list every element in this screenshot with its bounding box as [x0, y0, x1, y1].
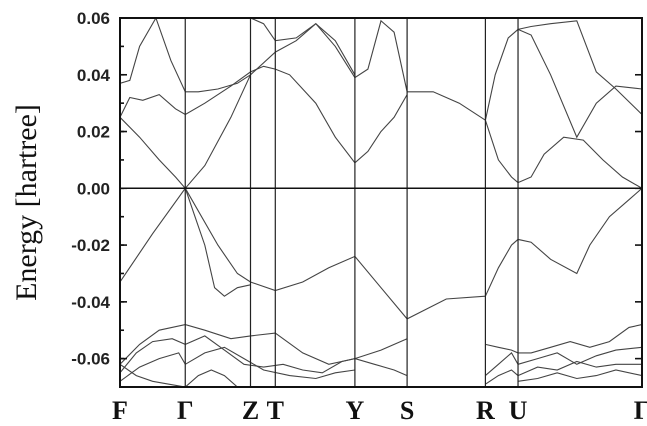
- high-symmetry-lines: [184, 18, 519, 387]
- x-tick-label: Γ: [177, 396, 194, 425]
- band-line-7: [484, 187, 642, 297]
- band-line-6: [184, 188, 251, 297]
- band-line-13: [120, 346, 355, 382]
- y-tick-label: -0.04: [71, 293, 110, 312]
- band-line-1: [120, 18, 251, 93]
- band-line-15: [485, 324, 642, 354]
- band-line-9: [484, 28, 642, 139]
- x-tick-label: S: [400, 396, 414, 425]
- band-line-5: [120, 187, 486, 320]
- x-tick-label: T: [267, 396, 284, 425]
- band-line-16: [485, 346, 642, 377]
- band-line-12: [120, 335, 408, 377]
- x-tick-label: Y: [346, 396, 365, 425]
- y-tick-label: 0.04: [77, 66, 111, 85]
- y-tick-label: 0.00: [77, 179, 110, 198]
- y-axis-label: Energy [hartree]: [10, 104, 43, 301]
- band-line-10: [517, 20, 642, 115]
- band-line-14: [120, 363, 251, 387]
- band-series-group: [120, 18, 642, 387]
- band-line-4: [250, 18, 356, 76]
- x-tick-label: R: [476, 396, 495, 425]
- band-line-2: [120, 65, 408, 164]
- band-line-8: [484, 120, 642, 189]
- plot-frame: [119, 17, 643, 388]
- x-tick-label: F: [112, 396, 128, 425]
- band-line-3: [120, 19, 486, 190]
- band-line-18: [517, 369, 642, 382]
- y-tick-label: -0.06: [71, 350, 110, 369]
- band-line-17: [485, 360, 642, 385]
- x-tick-label: Γ: [634, 396, 647, 425]
- x-tick-label: U: [509, 396, 528, 425]
- y-tick-label: -0.02: [71, 236, 110, 255]
- x-tick-label: Z: [242, 396, 259, 425]
- y-axis: 0.06 0.04 0.02 0.00 -0.02 -0.04 -0.06: [71, 9, 642, 388]
- y-tick-label: 0.06: [77, 9, 110, 28]
- y-tick-label: 0.02: [77, 123, 110, 142]
- band-line-11: [120, 324, 408, 365]
